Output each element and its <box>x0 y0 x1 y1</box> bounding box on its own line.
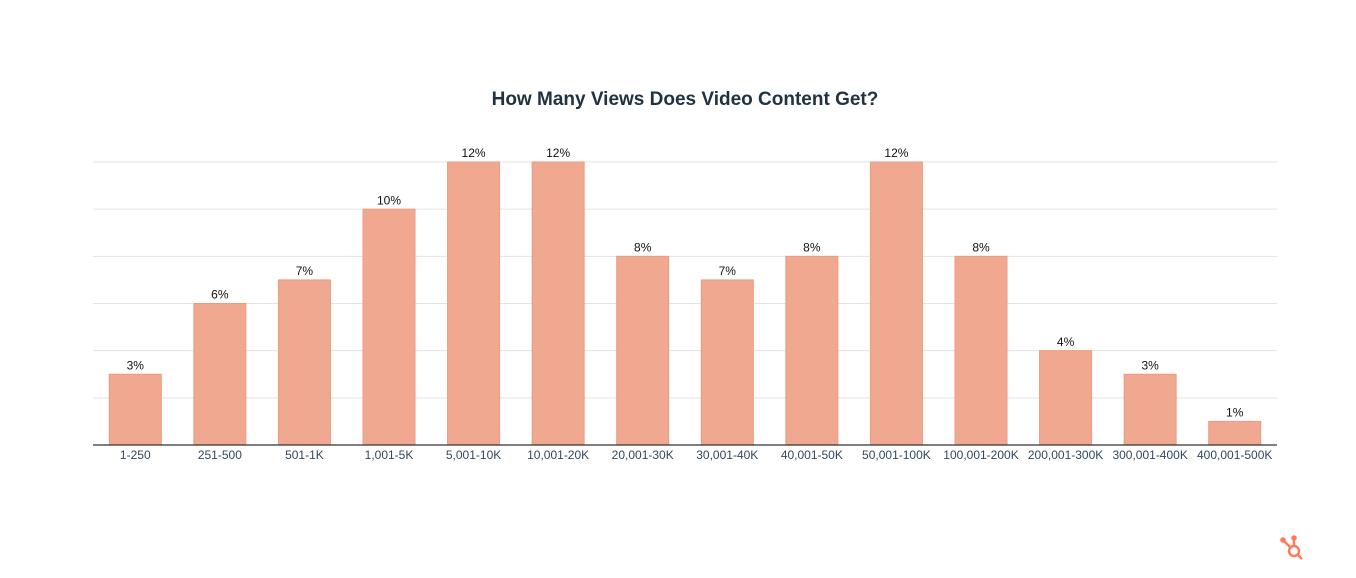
x-tick-label: 100,001-200K <box>943 448 1018 462</box>
x-tick-label: 30,001-40K <box>696 448 758 462</box>
value-label: 6% <box>211 288 229 302</box>
x-tick-label: 200,001-300K <box>1028 448 1103 462</box>
value-label: 10% <box>377 193 401 207</box>
bar <box>785 255 839 446</box>
bar <box>447 161 501 446</box>
value-label: 8% <box>803 241 821 255</box>
x-tick-label: 10,001-20K <box>527 448 589 462</box>
chart-title: How Many Views Does Video Content Get? <box>492 89 879 110</box>
x-tick-label: 40,001-50K <box>781 448 843 462</box>
value-label: 3% <box>1141 358 1159 372</box>
value-label: 12% <box>546 146 570 160</box>
value-label: 8% <box>634 241 652 255</box>
x-tick-label: 1-250 <box>120 448 151 462</box>
value-label: 1% <box>1226 406 1244 420</box>
x-tick-label: 251-500 <box>198 448 242 462</box>
bar <box>108 373 162 446</box>
value-label: 3% <box>127 358 145 372</box>
bar <box>1039 350 1093 446</box>
value-label: 8% <box>972 241 990 255</box>
x-tick-label: 50,001-100K <box>862 448 931 462</box>
value-label: 4% <box>1057 335 1075 349</box>
x-tick-label: 5,001-10K <box>446 448 501 462</box>
bar <box>277 279 331 446</box>
bar <box>954 255 1008 446</box>
value-label: 12% <box>462 146 486 160</box>
value-label: 7% <box>719 264 737 278</box>
hubspot-logo <box>1280 535 1303 560</box>
value-label: 7% <box>296 264 314 278</box>
bar <box>362 208 416 446</box>
bar <box>1123 373 1177 446</box>
x-tick-label: 400,001-500K <box>1197 448 1272 462</box>
x-tick-label: 300,001-400K <box>1112 448 1187 462</box>
x-tick-label: 501-1K <box>285 448 324 462</box>
bar <box>531 161 585 446</box>
x-tick-label: 1,001-5K <box>365 448 414 462</box>
bar <box>1208 420 1262 446</box>
x-tick-label: 20,001-30K <box>612 448 674 462</box>
bar <box>193 303 247 446</box>
value-label: 12% <box>884 146 908 160</box>
bar <box>869 161 923 446</box>
bar <box>616 255 670 446</box>
bar <box>700 279 754 446</box>
